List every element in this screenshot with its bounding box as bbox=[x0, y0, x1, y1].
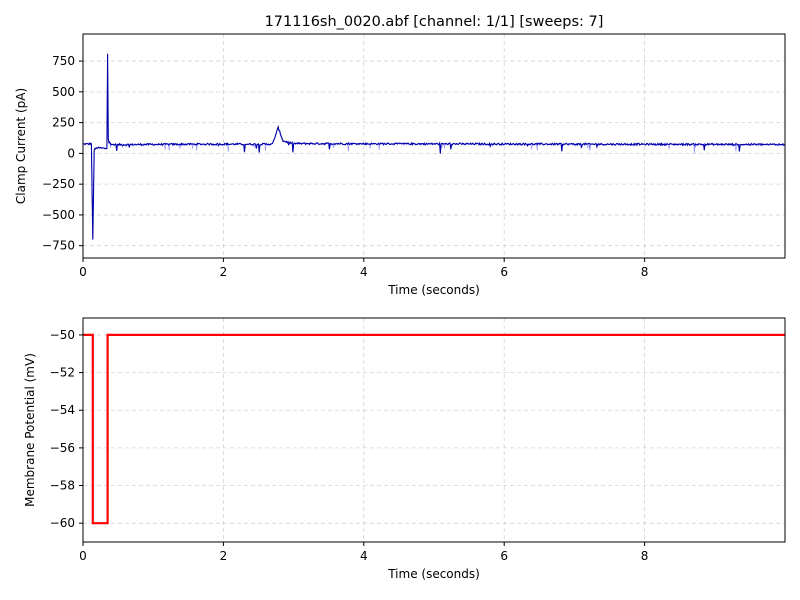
y-tick-label: −58 bbox=[50, 479, 75, 493]
x-tick-label: 8 bbox=[641, 549, 649, 563]
y-tick-label: 0 bbox=[67, 146, 75, 160]
axes-frame bbox=[82, 33, 786, 259]
x-tick-label: 6 bbox=[500, 265, 508, 279]
y-tick-label: −500 bbox=[42, 208, 75, 222]
axes-frame bbox=[82, 317, 786, 543]
x-axis-label: Time (seconds) bbox=[387, 283, 480, 297]
y-tick-label: 750 bbox=[52, 54, 75, 68]
sweep-trace-faint bbox=[83, 54, 785, 240]
panel-2: 0 2 4 6 8 −60 −58 −56 −54 −52 −50 Time (seconds) Mem… bbox=[23, 317, 786, 581]
panel-1: 0 2 4 6 8 −750 −500 −250 0 250 500 750 Time (seconds… bbox=[14, 14, 786, 297]
x-tick-label: 4 bbox=[360, 265, 368, 279]
y-tick-label: 500 bbox=[52, 85, 75, 99]
x-tick-label: 2 bbox=[220, 549, 228, 563]
y-tick-label: −56 bbox=[50, 441, 75, 455]
y-axis-label: Clamp Current (pA) bbox=[14, 88, 28, 204]
voltage-trace bbox=[83, 333, 785, 525]
current-trace bbox=[83, 53, 785, 240]
x-tick-label: 4 bbox=[360, 549, 368, 563]
y-axis-label: Membrane Potential (mV) bbox=[23, 353, 37, 507]
chart-title: 171116sh_0020.abf [channel: 1/1] [sweeps… bbox=[265, 14, 604, 30]
x-tick-label: 8 bbox=[641, 265, 649, 279]
x-tick-label: 0 bbox=[79, 265, 87, 279]
y-tick-label: −52 bbox=[50, 366, 75, 380]
x-tick-label: 0 bbox=[79, 549, 87, 563]
y-tick-label: −54 bbox=[50, 403, 75, 417]
x-tick-label: 6 bbox=[500, 549, 508, 563]
x-axis-label: Time (seconds) bbox=[387, 567, 480, 581]
y-tick-label: −50 bbox=[50, 328, 75, 342]
y-tick-label: −250 bbox=[42, 177, 75, 191]
y-tick-label: 250 bbox=[52, 116, 75, 130]
x-tick-label: 2 bbox=[220, 265, 228, 279]
sweep-trace-faint bbox=[83, 54, 785, 240]
y-tick-label: −750 bbox=[42, 239, 75, 253]
y-tick-label: −60 bbox=[50, 516, 75, 530]
